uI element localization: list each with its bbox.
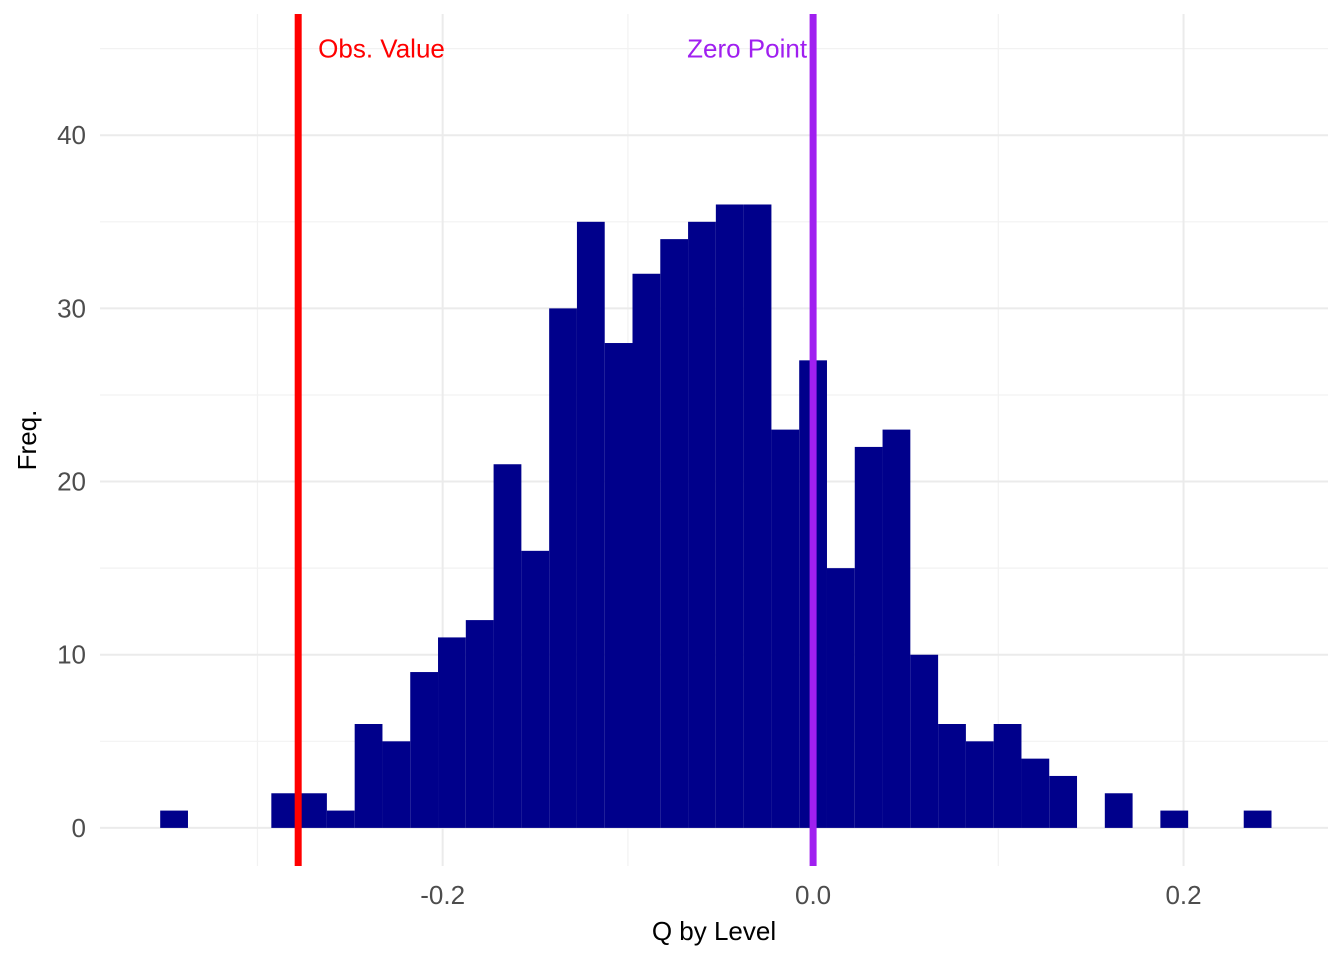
histogram-bar	[854, 446, 883, 828]
histogram-bar	[465, 620, 494, 828]
histogram-bar	[715, 204, 744, 828]
histogram-bar	[1049, 775, 1078, 828]
histogram-bar	[1160, 810, 1189, 828]
histogram-bar	[604, 343, 633, 828]
histogram-bar	[438, 637, 466, 828]
histogram-bar	[771, 429, 800, 828]
y-tick-label: 10	[57, 640, 86, 670]
histogram-bar	[1104, 793, 1133, 828]
histogram-bars	[160, 204, 1272, 828]
histogram-bar	[299, 793, 327, 828]
reference-line-label: Zero Point	[687, 34, 808, 64]
histogram-bar	[1021, 758, 1050, 828]
x-tick-label: -0.2	[420, 880, 465, 910]
histogram-bar	[549, 308, 577, 828]
y-tick-label: 40	[57, 120, 86, 150]
reference-line-label: Obs. Value	[318, 34, 445, 64]
histogram-bar	[382, 741, 411, 828]
y-tick-label: 0	[72, 813, 86, 843]
histogram-bar	[271, 793, 300, 828]
histogram-bar	[493, 464, 522, 828]
histogram-bar	[326, 810, 355, 828]
histogram-bar	[882, 429, 911, 828]
histogram-bar	[938, 724, 966, 828]
x-tick-labels: -0.2 0.0 0.2	[420, 880, 1201, 910]
histogram-bar	[660, 239, 689, 828]
reference-lines: Obs. Value Zero Point	[294, 14, 817, 866]
histogram-bar	[743, 204, 772, 828]
histogram-bar	[688, 221, 716, 828]
histogram-bar	[910, 654, 939, 828]
y-tick-label: 30	[57, 293, 86, 323]
histogram-bar	[354, 724, 383, 828]
y-axis-title: Freq.	[12, 410, 42, 471]
y-tick-labels: 0 10 20 30 40	[57, 120, 86, 843]
histogram-bar	[576, 221, 605, 828]
x-tick-label: 0.0	[795, 880, 831, 910]
histogram-bar	[632, 273, 661, 828]
x-tick-label: 0.2	[1165, 880, 1201, 910]
histogram-bar	[826, 568, 855, 828]
x-axis-title: Q by Level	[652, 916, 776, 946]
histogram-bar	[521, 550, 550, 828]
histogram-bar	[1243, 810, 1272, 828]
histogram-bar	[993, 724, 1022, 828]
histogram-bar	[410, 672, 439, 828]
histogram-bar	[965, 741, 994, 828]
histogram-bar	[160, 810, 188, 828]
y-tick-label: 20	[57, 467, 86, 497]
